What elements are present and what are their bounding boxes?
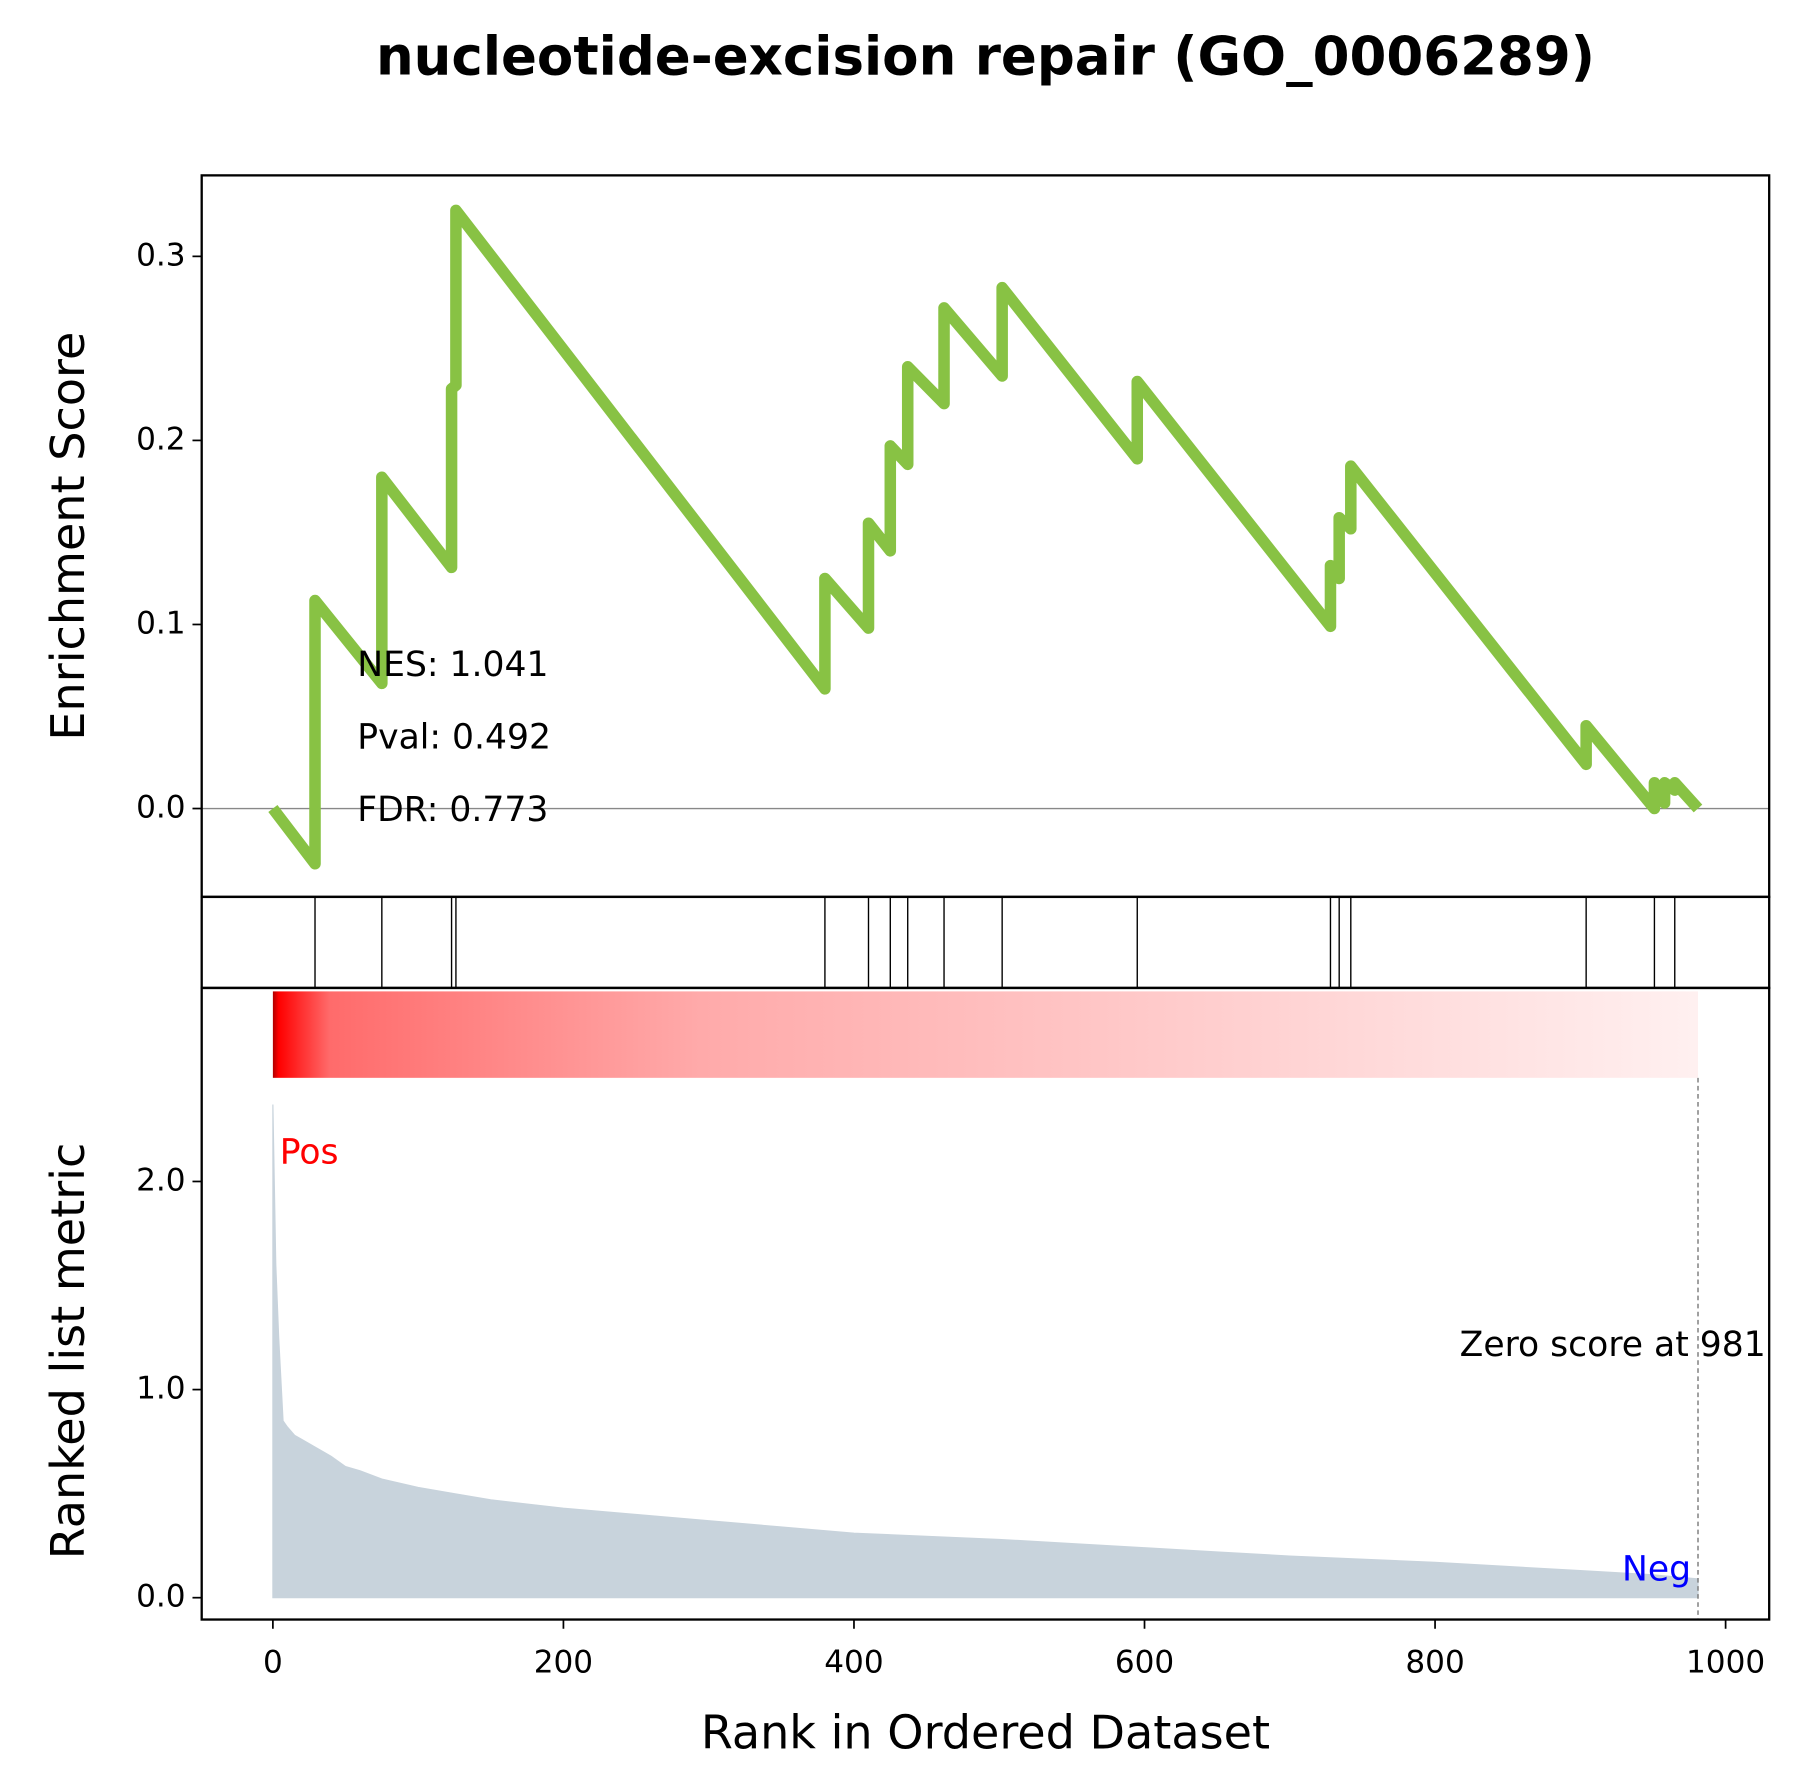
metric-area (272, 1104, 1699, 1599)
chart-title: nucleotide-excision repair (GO_0006289) (376, 26, 1595, 88)
y-axis-label: Enrichment Score (41, 332, 95, 741)
enrichment-line (268, 204, 1703, 870)
x-axis-label: Rank in Ordered Dataset (701, 1705, 1270, 1759)
y-tick-label: 2.0 (136, 1162, 185, 1198)
stat-annotation: NES: 1.041 (357, 645, 548, 685)
panel-frame (200, 986, 1771, 1621)
y-tick-label: 0.2 (136, 421, 185, 457)
x-tick-label: 400 (824, 1644, 883, 1680)
neg-label: Neg (1622, 1550, 1691, 1590)
x-tick-label: 200 (534, 1644, 593, 1680)
x-tick-label: 0 (263, 1644, 283, 1680)
y-tick-label: 1.0 (136, 1371, 185, 1407)
metric-heatbar (272, 991, 1699, 1078)
y-axis-label: Ranked list metric (41, 1143, 95, 1560)
x-tick-label: 800 (1405, 1644, 1464, 1680)
x-tick-label: 1000 (1686, 1644, 1765, 1680)
stat-annotation: FDR: 0.773 (357, 790, 548, 830)
panel-frame (200, 895, 1771, 990)
x-tick-label: 600 (1115, 1644, 1174, 1680)
stat-annotation: Pval: 0.492 (357, 717, 551, 757)
y-tick-label: 0.1 (136, 605, 185, 641)
pos-label: Pos (280, 1132, 339, 1172)
y-tick-label: 0.0 (136, 790, 185, 826)
y-tick-label: 0.0 (136, 1579, 185, 1615)
y-tick-label: 0.3 (136, 237, 185, 273)
panel-frame (200, 174, 1771, 899)
zero-score-label: Zero score at 981 (1460, 1325, 1766, 1365)
